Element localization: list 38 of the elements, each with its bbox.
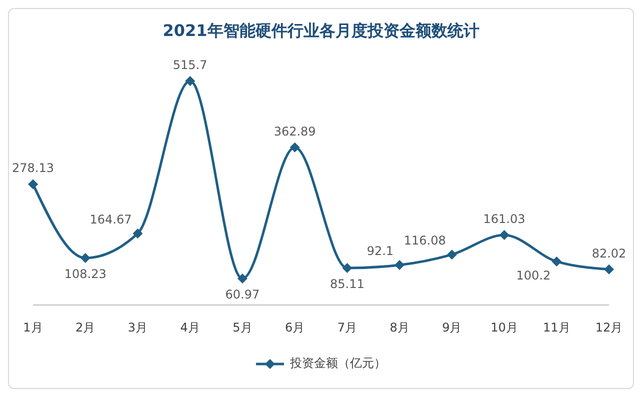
point: [290, 142, 300, 152]
x-tick-label: 9月: [442, 320, 462, 335]
data-label: 60.97: [225, 288, 260, 302]
x-tick-label: 7月: [337, 320, 357, 335]
x-tick-label: 1月: [23, 320, 43, 335]
data-label: 108.23: [64, 266, 106, 281]
point: [80, 252, 90, 263]
x-tick-label: 11月: [542, 320, 570, 335]
data-label: 116.08: [404, 234, 446, 248]
point: [342, 263, 352, 274]
point: [604, 264, 614, 274]
data-label: 92.1: [366, 244, 394, 258]
point: [446, 250, 457, 260]
point: [499, 230, 510, 240]
legend-label: 投资金额（亿元）: [289, 355, 386, 372]
data-label: 82.02: [592, 246, 626, 260]
data-label: 85.11: [330, 277, 364, 292]
data-label: 362.89: [274, 124, 316, 138]
point: [394, 260, 405, 270]
data-label: 100.2: [516, 268, 551, 282]
data-label: 278.13: [12, 161, 54, 176]
point: [552, 256, 562, 266]
x-tick-label: 3月: [128, 320, 148, 335]
data-label: 515.7: [172, 58, 208, 72]
x-tick-label: 12月: [595, 320, 623, 335]
point: [28, 179, 38, 190]
point: [185, 76, 196, 86]
x-tick-label: 6月: [285, 320, 305, 335]
point: [237, 274, 248, 284]
point: [132, 228, 143, 238]
chart-title: 2021年智能硬件行业各月度投资金额数统计: [162, 20, 480, 42]
x-tick-label: 4月: [180, 320, 200, 335]
x-tick-label: 8月: [390, 320, 410, 335]
x-tick-label: 5月: [232, 320, 252, 335]
x-tick-label: 10月: [490, 320, 518, 335]
data-label: 164.67: [90, 212, 132, 226]
x-tick-label: 2月: [76, 320, 96, 335]
data-label: 161.03: [483, 212, 526, 226]
